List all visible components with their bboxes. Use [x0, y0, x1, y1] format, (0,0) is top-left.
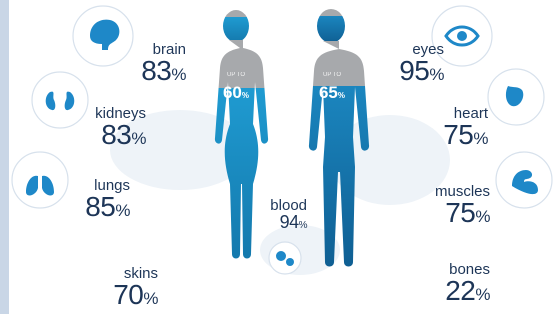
organ-percent: 75% [443, 121, 488, 149]
figure-percent: 65% [302, 84, 362, 101]
figure-percent: 60% [206, 84, 266, 101]
caption: UP TO [206, 72, 266, 78]
percent-unit: % [475, 207, 490, 226]
body-water-stat: UP TO 65% [302, 72, 362, 101]
percent-value: 60 [223, 83, 242, 102]
percent-unit: % [242, 91, 249, 100]
percent-unit: % [131, 129, 146, 148]
caption: UP TO [302, 72, 362, 78]
percent-unit: % [299, 220, 307, 231]
organ-percent: 85% [85, 193, 130, 221]
infographic: brain83% kidneys83% lungs85% skins70% eyes95… [0, 0, 556, 314]
percent-unit: % [473, 129, 488, 148]
organ-percent: 70% [113, 281, 158, 309]
organ-percent: 22% [445, 277, 490, 305]
percent-value: 22 [445, 275, 475, 306]
percent-unit: % [429, 65, 444, 84]
percent-value: 75 [443, 119, 473, 150]
percent-value: 83 [141, 55, 171, 86]
percent-value: 75 [445, 197, 475, 228]
percent-value: 95 [399, 55, 429, 86]
organ-label: blood [270, 198, 307, 213]
percent-unit: % [143, 289, 158, 308]
organ-percent: 95% [399, 57, 444, 85]
organ-percent: 75% [435, 199, 490, 227]
percent-value: 70 [113, 279, 143, 310]
organ-percent: 83% [141, 57, 186, 85]
organ-percent: 94% [270, 213, 307, 231]
percent-unit: % [475, 285, 490, 304]
percent-value: 83 [101, 119, 131, 150]
organ-percent: 83% [95, 121, 146, 149]
percent-value: 65 [319, 83, 338, 102]
percent-unit: % [115, 201, 130, 220]
percent-unit: % [171, 65, 186, 84]
percent-value: 85 [85, 191, 115, 222]
percent-unit: % [338, 91, 345, 100]
percent-value: 94 [280, 212, 299, 232]
body-water-stat: UP TO 60% [206, 72, 266, 101]
